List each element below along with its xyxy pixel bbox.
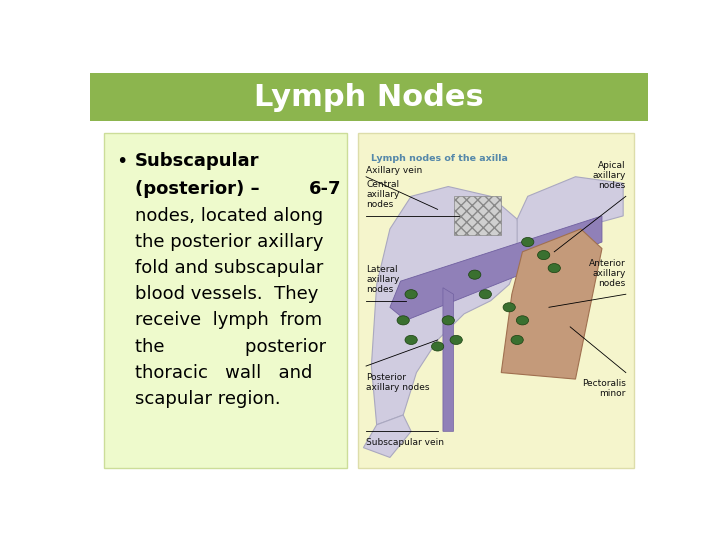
Circle shape [469,270,481,279]
Circle shape [442,316,454,325]
Text: the posterior axillary: the posterior axillary [135,233,323,251]
Polygon shape [364,415,411,457]
Circle shape [431,342,444,351]
Circle shape [480,289,492,299]
Polygon shape [501,229,602,379]
Polygon shape [372,186,523,425]
Text: Lymph nodes of the axilla: Lymph nodes of the axilla [372,154,508,163]
Circle shape [405,335,418,345]
Text: nodes, located along: nodes, located along [135,207,323,225]
Text: (posterior) –: (posterior) – [135,180,259,198]
Text: Axillary vein: Axillary vein [366,166,423,175]
Text: Subscapular: Subscapular [135,152,259,170]
Circle shape [511,335,523,345]
Text: •: • [116,152,127,171]
Text: 6-7: 6-7 [309,180,341,198]
Circle shape [503,303,516,312]
FancyBboxPatch shape [104,133,347,468]
FancyBboxPatch shape [358,133,634,468]
Circle shape [450,335,462,345]
Circle shape [538,251,550,260]
Circle shape [548,264,560,273]
Circle shape [405,289,418,299]
Polygon shape [454,197,501,235]
Text: Lymph Nodes: Lymph Nodes [254,83,484,112]
Circle shape [516,316,528,325]
Circle shape [397,316,409,325]
Text: Apical
axillary
nodes: Apical axillary nodes [593,161,626,190]
Text: Posterior
axillary nodes: Posterior axillary nodes [366,373,430,392]
Text: Pectoralis
minor: Pectoralis minor [582,379,626,398]
Polygon shape [517,177,624,252]
Text: Anterior
axillary
nodes: Anterior axillary nodes [589,259,626,288]
Polygon shape [390,216,602,320]
Text: the              posterior: the posterior [135,338,325,355]
Text: Central
axillary
nodes: Central axillary nodes [366,180,400,210]
FancyBboxPatch shape [90,73,648,121]
Text: blood vessels.  They: blood vessels. They [135,285,318,303]
Circle shape [521,238,534,247]
Text: Lateral
axillary
nodes: Lateral axillary nodes [366,265,400,294]
Polygon shape [443,288,454,431]
Text: scapular region.: scapular region. [135,390,280,408]
Text: receive  lymph  from: receive lymph from [135,312,322,329]
Text: Subscapular vein: Subscapular vein [366,438,444,447]
Text: fold and subscapular: fold and subscapular [135,259,323,277]
Text: thoracic   wall   and: thoracic wall and [135,364,312,382]
